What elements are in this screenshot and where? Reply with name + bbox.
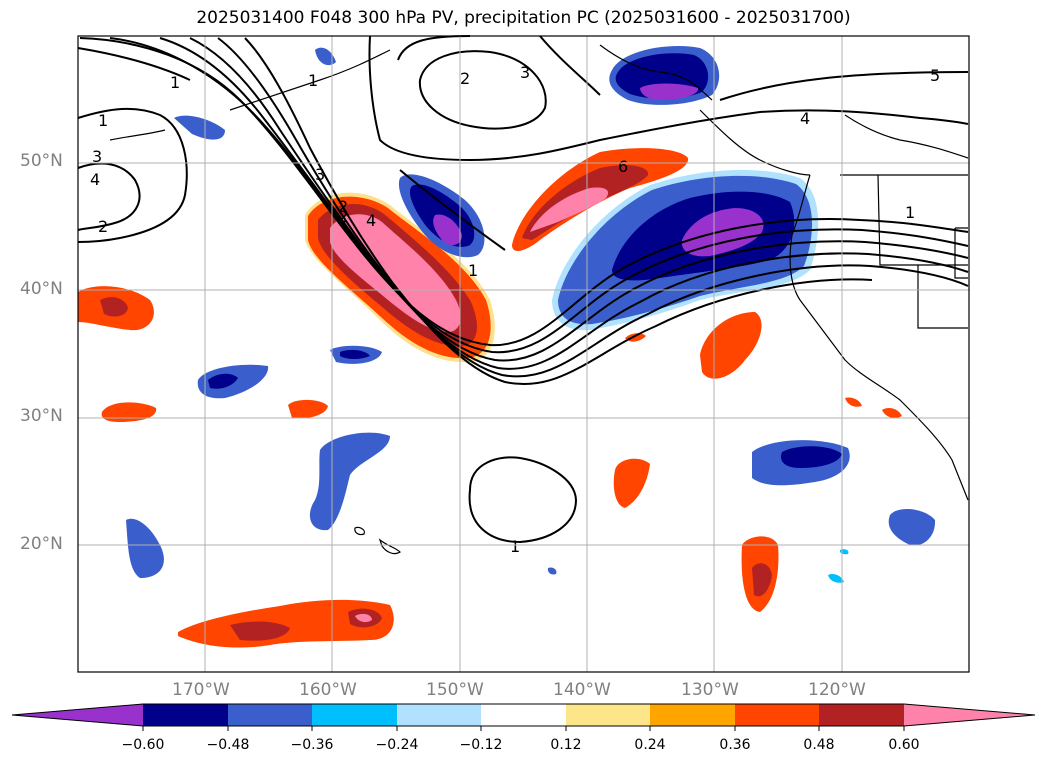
colorbar-segment (397, 704, 481, 726)
contour-label: 1 (98, 111, 108, 130)
colorbar-segment (650, 704, 735, 726)
contour-label: 4 (800, 109, 810, 128)
negative-patch (174, 115, 225, 140)
colorbar-tick-label: −0.60 (121, 737, 165, 753)
colorbar-segment (143, 704, 228, 726)
positive-patch (101, 402, 157, 422)
contour-label: 2 (338, 197, 348, 216)
colorbar-tick-label: 0.24 (634, 737, 666, 753)
positive-patch (700, 312, 762, 379)
contour-label: 6 (618, 157, 628, 176)
colorbar-tick-label: 0.36 (719, 737, 751, 753)
negative-patch (888, 508, 936, 546)
contour-label: 3 (520, 63, 530, 82)
colorbar-segment (312, 704, 397, 726)
colorbar-segment (566, 704, 650, 726)
colorbar-segment (735, 704, 819, 726)
contour-label: 1 (308, 71, 318, 90)
map-title: 2025031400 F048 300 hPa PV, precipitatio… (196, 8, 851, 28)
positive-patch (288, 399, 328, 419)
lon-label-150w: 150°W (426, 680, 484, 700)
colorbar-tick-label: −0.48 (206, 737, 250, 753)
map-frame (77, 35, 970, 673)
negative-patch (126, 518, 164, 578)
contour-label: 1 (170, 73, 180, 92)
graticule (78, 36, 969, 672)
colorbar-segment (481, 704, 566, 726)
colorbar-tick-label: 0.12 (550, 737, 582, 753)
lat-label-50n: 50°N (20, 151, 63, 171)
contour-label: 1 (510, 537, 520, 556)
contour-label: 4 (90, 170, 100, 189)
lon-label-130w: 130°W (681, 680, 739, 700)
map-frame-bg (78, 36, 969, 672)
colorbar-tick-label: −0.12 (459, 737, 503, 753)
positive-patch (178, 599, 394, 648)
lon-label-120w: 120°W (808, 680, 866, 700)
lon-label-140w: 140°W (553, 680, 611, 700)
lon-label-170w: 170°W (172, 680, 230, 700)
lat-label-20n: 20°N (20, 534, 63, 554)
positive-patch (613, 458, 650, 508)
contour-label: 2 (98, 217, 108, 236)
lat-label-30n: 30°N (20, 406, 63, 426)
colorbar-lower-extension (12, 704, 143, 726)
colorbar-segment (819, 704, 904, 726)
contour-label: 4 (366, 211, 376, 230)
contour-label: 5 (930, 66, 940, 85)
colorbar-tick-label: −0.36 (290, 737, 334, 753)
colorbar-segment (228, 704, 312, 726)
colorbar-tick-label: −0.24 (375, 737, 419, 753)
contour-label: 3 (315, 165, 325, 184)
colorbar-tick-label: 0.48 (803, 737, 835, 753)
contour-label: 3 (92, 147, 102, 166)
coastlines (109, 44, 969, 555)
colorbar-upper-extension (904, 704, 1035, 726)
lon-label-160w: 160°W (299, 680, 357, 700)
contour-label-group: 1 1 3 4 2 1 3 2 3 2 4 5 4 6 1 1 1 2 (90, 63, 940, 556)
negative-patch (309, 432, 390, 531)
contour-label: 2 (460, 69, 470, 88)
contour-label: 1 (905, 203, 915, 222)
colorbar-tick-label: 0.60 (888, 737, 920, 753)
contour-label: 2 (338, 207, 348, 226)
lat-label-40n: 40°N (20, 279, 63, 299)
contour-label: 1 (468, 261, 478, 280)
colorbar (11, 703, 1036, 731)
